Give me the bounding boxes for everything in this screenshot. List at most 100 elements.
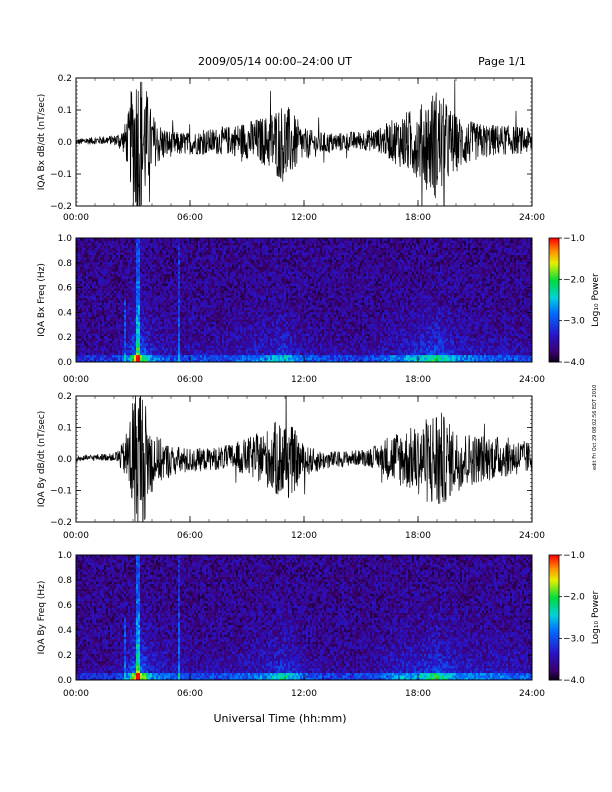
spectrogram-cell <box>172 354 175 358</box>
spectrogram-cell <box>180 290 183 294</box>
spectrogram-cell <box>150 269 153 272</box>
spectrogram-cell <box>230 288 233 291</box>
spectrogram-cell <box>226 249 229 253</box>
spectrogram-cell <box>118 352 121 356</box>
spectrogram-cell <box>192 345 195 348</box>
spectrogram-cell <box>180 247 183 251</box>
spectrogram-cell <box>182 280 185 284</box>
spectrogram-cell <box>248 254 251 258</box>
spectrogram-cell <box>136 288 139 291</box>
spectrogram-cell <box>222 345 225 348</box>
spectrogram-cell <box>80 288 83 291</box>
spectrogram-cell <box>106 278 109 282</box>
spectrogram-cell <box>178 311 181 315</box>
spectrogram-cell <box>162 331 165 334</box>
spectrogram-cell <box>132 333 135 337</box>
spectrogram-cell <box>156 242 159 246</box>
spectrogram-cell <box>188 300 191 303</box>
spectrogram-cell <box>238 357 241 360</box>
spectrogram-cell <box>130 252 133 255</box>
spectrogram-cell <box>136 238 139 241</box>
spectrogram-cell <box>184 300 187 303</box>
spectrogram-cell <box>244 245 247 248</box>
spectrogram-cell <box>194 295 197 298</box>
spectrogram-cell <box>88 288 91 291</box>
spectrogram-cell <box>104 350 107 353</box>
spectrogram-cell <box>216 323 219 327</box>
spectrogram-cell <box>150 326 153 329</box>
spectrogram-cell <box>186 242 189 246</box>
spectrogram-cell <box>250 290 253 294</box>
spectrogram-cell <box>146 342 149 346</box>
spectrogram-cell <box>166 273 169 277</box>
spectrogram-cell <box>116 338 119 341</box>
spectrogram-cell <box>200 254 203 258</box>
spectrogram-cell <box>158 297 161 301</box>
spectrogram-cell <box>234 269 237 272</box>
spectrogram-cell <box>86 354 89 358</box>
spectrogram-cell <box>82 342 85 346</box>
spectrogram-cell <box>86 302 89 306</box>
spectrogram-cell <box>180 319 183 322</box>
spectrogram-cell <box>108 245 111 248</box>
spectrogram-cell <box>182 285 185 289</box>
spectrogram-cell <box>240 240 243 244</box>
spectrogram-cell <box>146 288 149 291</box>
spectrogram-cell <box>92 304 95 308</box>
spectrogram-cell <box>194 238 197 241</box>
spectrogram-cell <box>98 278 101 282</box>
spectrogram-cell <box>90 238 93 241</box>
spectrogram-cell <box>158 321 161 325</box>
spectrogram-cell <box>124 238 127 241</box>
spectrogram-cell <box>202 319 205 322</box>
spectrogram-cell <box>232 342 235 346</box>
spectrogram-cell <box>194 304 197 308</box>
spectrogram-cell <box>254 247 257 251</box>
spectrogram-cell <box>184 354 187 358</box>
spectrogram-cell <box>134 264 137 267</box>
spectrogram-cell <box>128 266 131 270</box>
spectrogram-cell <box>260 259 263 263</box>
spectrogram-cell <box>78 280 81 284</box>
spectrogram-cell <box>138 292 141 296</box>
spectrogram-cell <box>182 271 185 275</box>
spectrogram-cell <box>106 319 109 322</box>
spectrogram-cell <box>80 280 83 284</box>
spectrogram-cell <box>88 340 91 344</box>
spectrogram-cell <box>88 338 91 341</box>
spectrogram-cell <box>256 269 259 272</box>
spectrogram-cell <box>202 276 205 279</box>
spectrogram-cell <box>126 261 129 265</box>
spectrogram-cell <box>132 247 135 251</box>
spectrogram-cell <box>188 352 191 356</box>
spectrogram-cell <box>164 333 167 337</box>
spectrogram-cell <box>118 340 121 344</box>
spectrogram-cell <box>122 245 125 248</box>
spectrogram-cell <box>90 271 93 275</box>
spectrogram-cell <box>124 261 127 265</box>
spectrogram-cell <box>188 326 191 329</box>
spectrogram-cell <box>88 238 91 241</box>
spectrogram-cell <box>102 288 105 291</box>
spectrogram-cell <box>252 276 255 279</box>
spectrogram-cell <box>126 280 129 284</box>
spectrogram-cell <box>126 333 129 337</box>
spectrogram-cell <box>242 273 245 277</box>
spectrogram-cell <box>102 257 105 260</box>
spectrogram-cell <box>118 319 121 322</box>
spectrogram-cell <box>102 338 105 341</box>
spectrogram-cell <box>214 278 217 282</box>
spectrogram-cell <box>230 302 233 306</box>
spectrogram-cell <box>242 264 245 267</box>
spectrogram-cell <box>104 321 107 325</box>
spectrogram-cell <box>96 321 99 325</box>
spectrogram-cell <box>168 302 171 306</box>
spectrogram-cell <box>144 309 147 313</box>
spectrogram-cell <box>204 266 207 270</box>
spectrogram-cell <box>200 259 203 263</box>
spectrogram-cell <box>204 288 207 291</box>
spectrogram-cell <box>166 350 169 353</box>
spectrogram-cell <box>252 309 255 313</box>
spectrogram-cell <box>126 321 129 325</box>
spectrogram-cell <box>102 264 105 267</box>
